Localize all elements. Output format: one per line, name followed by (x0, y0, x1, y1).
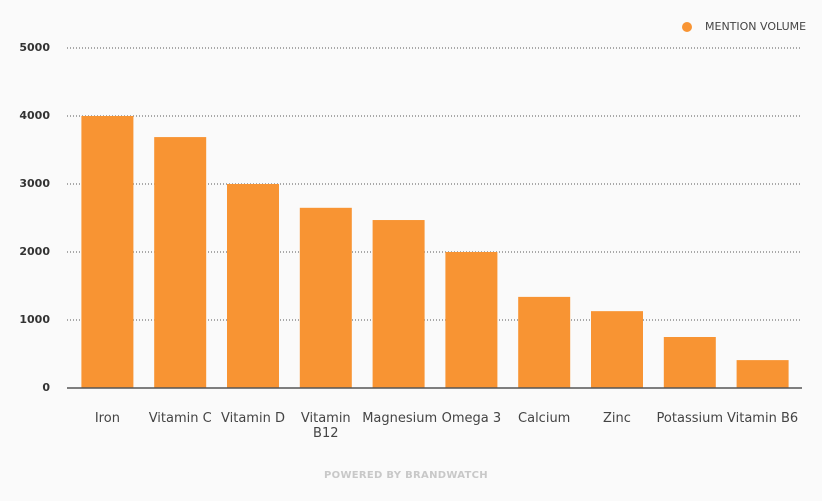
bar (372, 220, 425, 388)
x-tick-label: Iron (94, 411, 120, 426)
footer: POWERED BY BRANDWATCH (324, 470, 488, 481)
x-tick-label: Vitamin C (148, 411, 212, 426)
x-tick-label: Vitamin B12 (300, 411, 351, 441)
y-tick-label: 3000 (19, 177, 50, 190)
bar (518, 296, 571, 388)
y-tick-label: 5000 (19, 41, 50, 54)
bar (445, 252, 498, 388)
bar (154, 137, 207, 388)
bar (663, 337, 716, 388)
bar (591, 311, 643, 388)
bar (736, 360, 789, 388)
y-tick-label: 1000 (19, 313, 50, 326)
bar (299, 207, 352, 388)
y-tick-label: 0 (42, 381, 50, 394)
x-tick-label: Zinc (603, 411, 631, 426)
x-tick-label: Vitamin D (221, 411, 285, 426)
x-tick-label: Omega 3 (441, 411, 502, 426)
y-tick-label: 2000 (19, 245, 50, 258)
y-tick-label: 4000 (19, 109, 50, 122)
x-tick-label: Calcium (518, 411, 571, 426)
legend-marker (682, 22, 692, 32)
legend-label: MENTION VOLUME (705, 20, 806, 33)
x-tick-label: Magnesium (362, 411, 438, 426)
bar (81, 116, 134, 388)
x-tick-label: Potassium (656, 411, 724, 426)
bar (227, 184, 279, 388)
x-tick-label: Vitamin B6 (727, 411, 799, 426)
